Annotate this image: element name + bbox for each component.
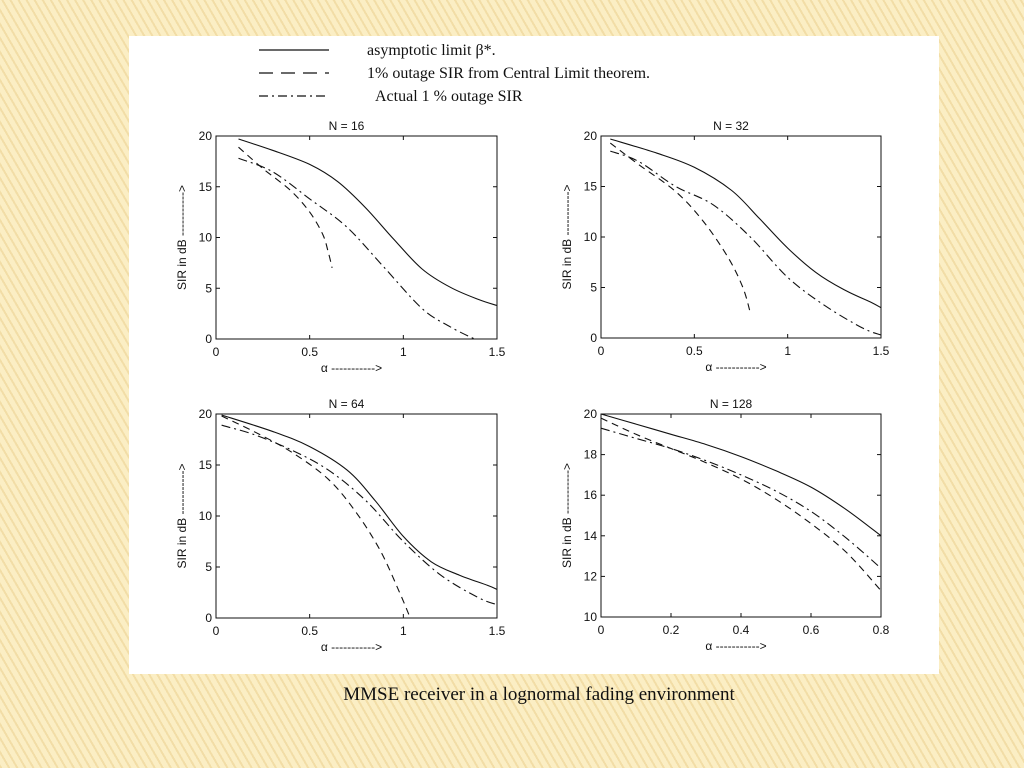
plot-frame xyxy=(600,135,882,339)
x-tick-label: 1.5 xyxy=(489,345,506,359)
series-line-solid xyxy=(600,413,882,537)
x-tick-label: 0 xyxy=(213,624,220,638)
subplot: N = 64 0 0.5 1 1.5 0 5 10 15 20 α -----------> SIR … xyxy=(175,397,506,654)
y-tick-label: 12 xyxy=(584,569,598,583)
x-tick-label: 0.4 xyxy=(733,623,750,637)
caption: MMSE receiver in a lognormal fading envi… xyxy=(343,684,735,705)
y-tick-label: 10 xyxy=(199,509,213,523)
plot-frame xyxy=(215,135,498,340)
y-tick-label: 10 xyxy=(199,231,213,245)
y-tick-label: 5 xyxy=(590,281,597,295)
y-tick-label: 20 xyxy=(584,407,598,421)
series-line-dashed xyxy=(609,142,751,313)
series-line-dashdot xyxy=(221,424,498,606)
y-tick-label: 15 xyxy=(199,458,213,472)
y-tick-label: 18 xyxy=(584,448,598,462)
x-axis-label: α -----------> xyxy=(705,639,766,653)
y-axis-label: SIR in dB -----------> xyxy=(560,463,574,568)
figure-panel: asymptotic limit β*. 1% outage SIR from C… xyxy=(129,36,939,674)
y-tick-label: 15 xyxy=(584,180,598,194)
legend-label: Actual 1 % outage SIR xyxy=(375,88,523,105)
plot-frame xyxy=(600,413,882,618)
series-line-solid xyxy=(238,138,498,307)
subplot-title: N = 64 xyxy=(329,397,365,411)
y-tick-label: 5 xyxy=(205,560,212,574)
y-tick-label: 14 xyxy=(584,529,598,543)
legend-label: asymptotic limit β*. xyxy=(367,42,496,59)
subplot-title: N = 128 xyxy=(710,397,753,411)
series-line-dashdot xyxy=(238,157,475,340)
y-tick-label: 20 xyxy=(199,407,213,421)
y-tick-label: 16 xyxy=(584,488,598,502)
x-tick-label: 0.5 xyxy=(686,344,703,358)
series-line-dashdot xyxy=(600,427,882,569)
y-tick-label: 0 xyxy=(205,611,212,625)
subplot-title: N = 32 xyxy=(713,119,749,133)
x-axis-label: α -----------> xyxy=(705,360,766,374)
x-tick-label: 1.5 xyxy=(873,344,890,358)
y-tick-label: 5 xyxy=(205,281,212,295)
x-tick-label: 0.5 xyxy=(301,624,318,638)
y-tick-label: 15 xyxy=(199,180,213,194)
y-axis-label: SIR in dB -----------> xyxy=(175,185,189,290)
x-axis-label: α -----------> xyxy=(321,640,382,654)
series-line-dashed xyxy=(600,417,882,591)
x-tick-label: 1 xyxy=(400,624,407,638)
x-tick-label: 0.2 xyxy=(663,623,680,637)
subplot: N = 16 0 0.5 1 1.5 0 5 10 15 20 α -----------> SIR … xyxy=(175,119,506,375)
x-tick-label: 0.5 xyxy=(301,345,318,359)
series-line-dashed xyxy=(238,146,333,269)
y-tick-label: 10 xyxy=(584,610,598,624)
x-tick-label: 0.8 xyxy=(873,623,890,637)
legend: asymptotic limit β*. 1% outage SIR from C… xyxy=(259,42,650,105)
series-line-solid xyxy=(610,138,882,309)
subplot-title: N = 16 xyxy=(329,119,365,133)
series-line-dashdot xyxy=(610,150,882,336)
y-tick-label: 20 xyxy=(584,129,598,143)
x-tick-label: 0 xyxy=(598,623,605,637)
series-line-solid xyxy=(221,414,498,590)
plot-frame xyxy=(215,413,498,619)
y-axis-label: SIR in dB -----------> xyxy=(175,464,189,569)
x-tick-label: 1.5 xyxy=(489,624,506,638)
subplot: N = 32 0 0.5 1 1.5 0 5 10 15 20 α -----------> SIR … xyxy=(560,119,890,374)
x-tick-label: 1 xyxy=(784,344,791,358)
y-tick-label: 0 xyxy=(205,332,212,346)
x-tick-label: 1 xyxy=(400,345,407,359)
subplot: N = 128 0 0.2 0.4 0.6 0.8 10 12 14 16 18 20 α ------… xyxy=(560,397,890,653)
x-tick-label: 0.6 xyxy=(803,623,820,637)
figure-svg: asymptotic limit β*. 1% outage SIR from C… xyxy=(175,42,890,654)
y-axis-label: SIR in dB -----------> xyxy=(560,185,574,290)
y-tick-label: 10 xyxy=(584,230,598,244)
x-tick-label: 0 xyxy=(213,345,220,359)
series-line-dashed xyxy=(221,415,410,616)
y-tick-label: 20 xyxy=(199,129,213,143)
legend-label: 1% outage SIR from Central Limit theorem… xyxy=(367,65,650,82)
x-tick-label: 0 xyxy=(598,344,605,358)
x-axis-label: α -----------> xyxy=(321,361,382,375)
y-tick-label: 0 xyxy=(590,331,597,345)
